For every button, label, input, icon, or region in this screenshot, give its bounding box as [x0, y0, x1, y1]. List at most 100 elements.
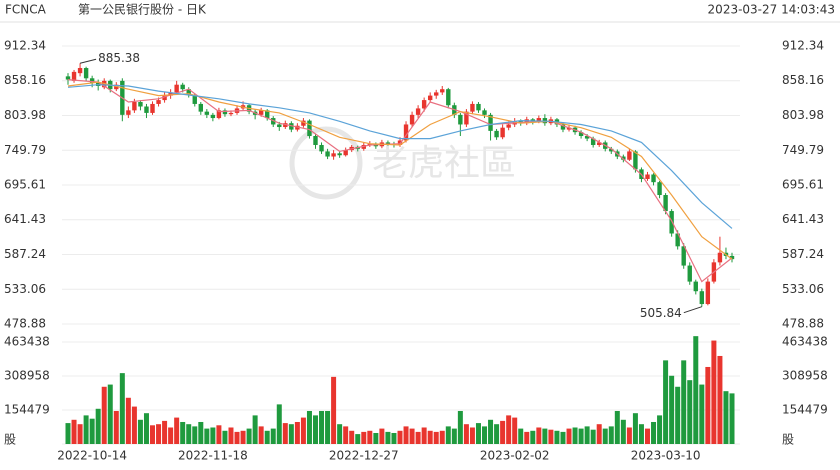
candle-body [210, 114, 216, 119]
volume-bar [445, 426, 451, 444]
y-tick-label: 803.98 [4, 108, 46, 122]
candle-body [277, 124, 282, 128]
volume-bar [494, 424, 500, 444]
y-tick-label-right: 587.24 [782, 247, 824, 261]
candle-body [675, 233, 680, 247]
volume-bar [137, 419, 143, 444]
volume-bar [578, 428, 584, 444]
volume-bar [681, 360, 687, 444]
candle-body [458, 114, 463, 125]
candle-body [156, 100, 161, 104]
candle-body [337, 153, 342, 156]
watermark: 老虎社區 [372, 143, 516, 184]
candle-body [126, 110, 131, 115]
volume-bar [469, 427, 475, 444]
candle-body [385, 142, 391, 144]
volume-bar [337, 424, 343, 444]
candle-body [621, 156, 626, 160]
candle-body [645, 174, 650, 179]
volume-bar [536, 427, 542, 444]
candle-body [301, 120, 306, 126]
volume-bar [482, 426, 488, 444]
candle-body [228, 112, 234, 115]
volume-bar [530, 430, 536, 444]
candle-body [421, 100, 427, 109]
volume-bar [89, 418, 95, 444]
candle-body [415, 108, 421, 115]
candle-body [77, 68, 83, 74]
volume-bar [228, 427, 234, 444]
y-tick-label: 912.34 [4, 39, 46, 53]
candle-body [434, 92, 439, 96]
volume-bar [463, 424, 469, 444]
volume-bar [312, 415, 318, 444]
y-tick-label-right: 533.06 [782, 282, 824, 296]
volume-bar [222, 430, 228, 444]
volume-bar [331, 376, 337, 444]
candle-body [536, 118, 542, 122]
high-pointer [79, 58, 97, 64]
volume-bar [319, 410, 325, 444]
volume-bar [651, 421, 657, 444]
volume-bar [566, 428, 572, 444]
volume-bar [119, 373, 125, 444]
candle-body [566, 127, 572, 130]
volume-tick-label-right: 463438 [782, 335, 828, 349]
low-pointer [683, 306, 702, 314]
candle-body [325, 151, 330, 157]
candle-body [174, 84, 179, 93]
volume-bar [596, 424, 602, 444]
y-tick-label: 641.43 [4, 212, 46, 226]
candle-body [687, 265, 692, 282]
candle-body [150, 103, 155, 113]
volume-bar [77, 424, 83, 444]
x-tick-label: 2023-02-02 [480, 449, 550, 463]
candle-body [717, 252, 723, 263]
volume-bar [300, 417, 306, 444]
volume-bar [276, 404, 282, 444]
volume-bar [433, 431, 439, 444]
volume-bar [669, 375, 675, 444]
volume-bar [512, 417, 518, 444]
volume-bar [638, 424, 644, 444]
candle-body [403, 124, 409, 141]
candle-body [144, 106, 149, 113]
candle-body [192, 94, 197, 104]
volume-bar [518, 428, 524, 444]
volume-bar [711, 340, 717, 444]
candle-body [669, 211, 674, 234]
x-tick-label: 2022-11-18 [178, 449, 248, 463]
volume-bar [717, 355, 723, 444]
candle-body [699, 291, 705, 305]
candle-body [283, 123, 288, 128]
candle-body [482, 110, 487, 115]
candle-body [681, 246, 686, 266]
candle-body [89, 78, 95, 83]
volume-bar [687, 380, 693, 444]
candle-body [488, 114, 493, 131]
candle-body [633, 151, 638, 170]
volume-bar [524, 431, 530, 444]
volume-bar [325, 410, 331, 444]
volume-bar [675, 386, 681, 444]
candle-body [162, 95, 167, 101]
y-tick-label: 478.88 [4, 317, 46, 331]
volume-bar [475, 423, 481, 444]
volume-bar [343, 426, 349, 444]
volume-tick-label-right: 154479 [782, 403, 828, 417]
volume-bar [270, 428, 276, 444]
volume-bar [620, 419, 626, 444]
watermark-logo [289, 126, 363, 200]
volume-bar [409, 428, 415, 444]
volume-bar [162, 420, 168, 444]
volume-bar [367, 430, 373, 444]
candle-body [476, 103, 481, 111]
candle-body [204, 111, 210, 115]
volume-bar [264, 430, 270, 444]
candle-body [222, 110, 228, 115]
candle-body [729, 255, 735, 260]
volume-bar [252, 415, 258, 444]
y-tick-label: 587.24 [4, 247, 46, 261]
y-tick-label-right: 912.34 [782, 39, 824, 53]
volume-bar [626, 427, 632, 444]
